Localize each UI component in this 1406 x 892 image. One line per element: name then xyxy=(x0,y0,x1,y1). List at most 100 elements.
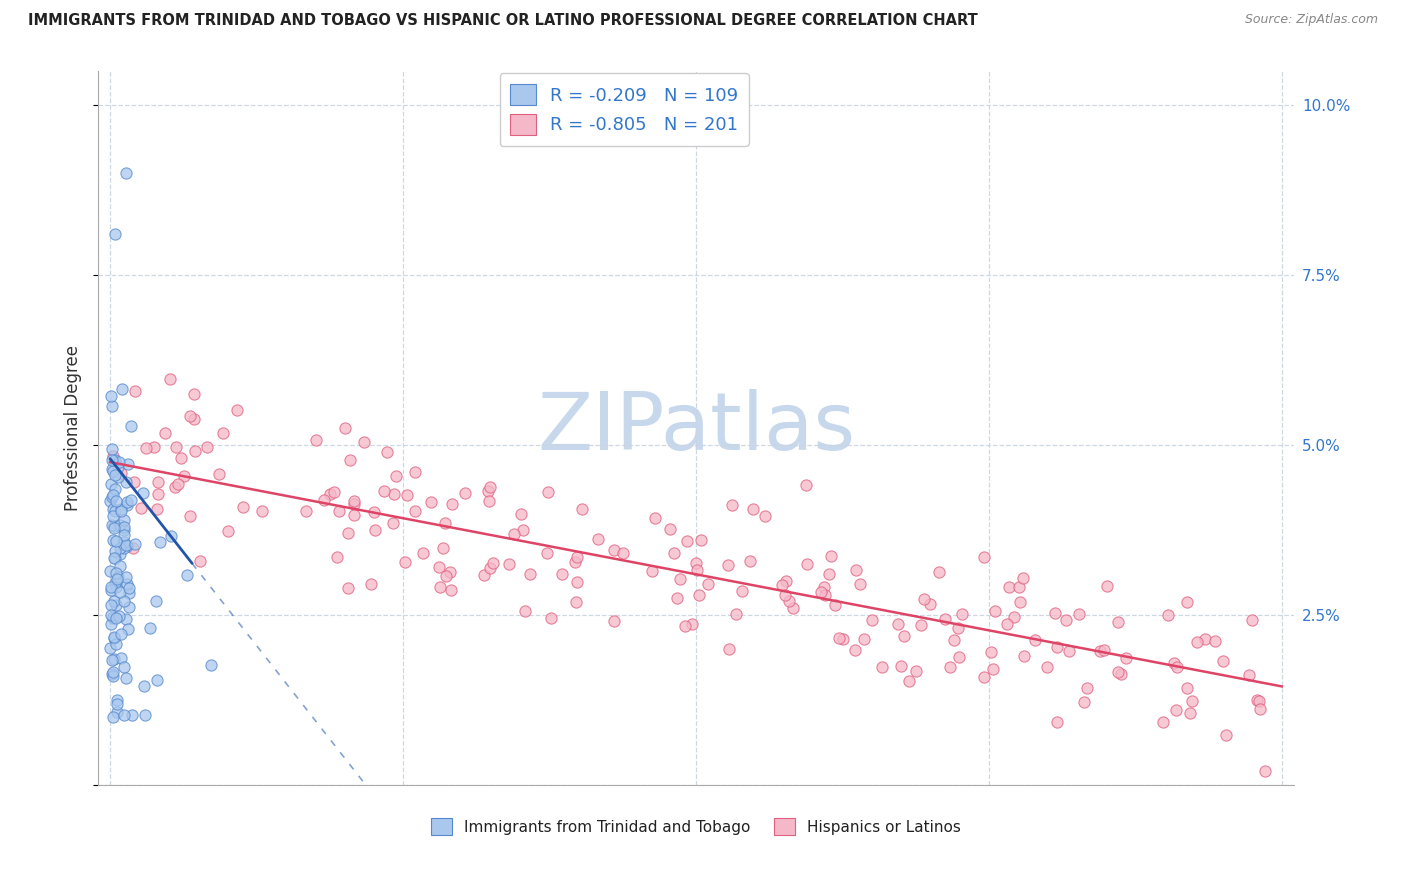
Point xyxy=(1054,613,1077,627)
Point xyxy=(897,673,920,688)
Text: Source: ZipAtlas.com: Source: ZipAtlas.com xyxy=(1244,13,1378,27)
Point xyxy=(110,651,132,665)
Point xyxy=(912,592,935,607)
Point xyxy=(142,441,165,455)
Point xyxy=(101,508,124,523)
Point xyxy=(112,534,135,549)
Point xyxy=(738,553,761,567)
Point xyxy=(373,484,395,499)
Point xyxy=(794,478,817,492)
Point xyxy=(432,541,454,556)
Point xyxy=(184,444,207,458)
Point xyxy=(1237,668,1260,682)
Point xyxy=(112,513,135,527)
Point xyxy=(305,434,328,448)
Point xyxy=(602,614,624,628)
Point xyxy=(112,660,135,674)
Point xyxy=(120,418,142,433)
Point xyxy=(183,387,205,401)
Point xyxy=(100,607,122,622)
Point xyxy=(322,484,344,499)
Point xyxy=(115,570,138,584)
Point xyxy=(100,389,122,403)
Point xyxy=(122,541,145,555)
Point xyxy=(893,629,915,643)
Point xyxy=(918,597,941,611)
Point xyxy=(641,564,664,578)
Point xyxy=(195,440,218,454)
Point xyxy=(942,633,965,648)
Point xyxy=(1178,706,1201,721)
Point xyxy=(115,540,138,554)
Point xyxy=(226,402,249,417)
Point xyxy=(105,566,128,581)
Point xyxy=(1107,665,1129,680)
Point xyxy=(1024,632,1046,647)
Point xyxy=(200,657,222,672)
Point xyxy=(108,541,131,556)
Point xyxy=(1175,681,1198,696)
Point xyxy=(105,598,128,612)
Point xyxy=(217,524,239,538)
Point xyxy=(343,493,366,508)
Point xyxy=(104,504,127,518)
Point xyxy=(101,669,124,683)
Point xyxy=(860,613,883,627)
Point xyxy=(101,464,124,478)
Point xyxy=(111,383,134,397)
Point xyxy=(104,453,127,467)
Point xyxy=(686,563,709,577)
Point xyxy=(1095,579,1118,593)
Point xyxy=(420,495,443,509)
Point xyxy=(973,549,995,564)
Point xyxy=(973,670,995,684)
Point xyxy=(849,577,872,591)
Point xyxy=(118,586,141,600)
Point xyxy=(1067,607,1090,621)
Point xyxy=(429,580,451,594)
Point xyxy=(512,524,534,538)
Point xyxy=(115,576,138,591)
Point xyxy=(1012,571,1035,585)
Point xyxy=(100,518,122,533)
Point xyxy=(159,372,181,386)
Point xyxy=(103,631,125,645)
Point xyxy=(98,640,121,655)
Point xyxy=(454,486,477,500)
Point xyxy=(724,607,747,621)
Point xyxy=(537,485,560,500)
Point xyxy=(440,582,463,597)
Point xyxy=(364,523,387,537)
Point xyxy=(1212,654,1234,668)
Point xyxy=(108,559,131,574)
Point xyxy=(122,475,145,490)
Point xyxy=(564,556,586,570)
Point xyxy=(104,543,127,558)
Point xyxy=(328,504,350,518)
Point xyxy=(107,460,129,475)
Point xyxy=(818,566,841,581)
Point xyxy=(1046,714,1069,729)
Point xyxy=(104,550,127,565)
Point xyxy=(939,660,962,674)
Point xyxy=(115,538,138,552)
Point xyxy=(336,581,359,595)
Point xyxy=(770,578,793,592)
Point xyxy=(105,706,128,720)
Point xyxy=(134,707,156,722)
Point xyxy=(1002,610,1025,624)
Point xyxy=(100,399,122,413)
Point xyxy=(540,610,562,624)
Point xyxy=(131,500,153,515)
Point xyxy=(110,502,132,516)
Point xyxy=(1152,714,1174,729)
Point xyxy=(690,533,713,547)
Point xyxy=(412,546,434,560)
Point xyxy=(778,594,800,608)
Point xyxy=(434,569,457,583)
Point xyxy=(1194,632,1216,647)
Point xyxy=(343,508,366,522)
Point xyxy=(108,584,131,599)
Point xyxy=(513,604,536,618)
Text: IMMIGRANTS FROM TRINIDAD AND TOBAGO VS HISPANIC OR LATINO PROFESSIONAL DEGREE CO: IMMIGRANTS FROM TRINIDAD AND TOBAGO VS H… xyxy=(28,13,977,29)
